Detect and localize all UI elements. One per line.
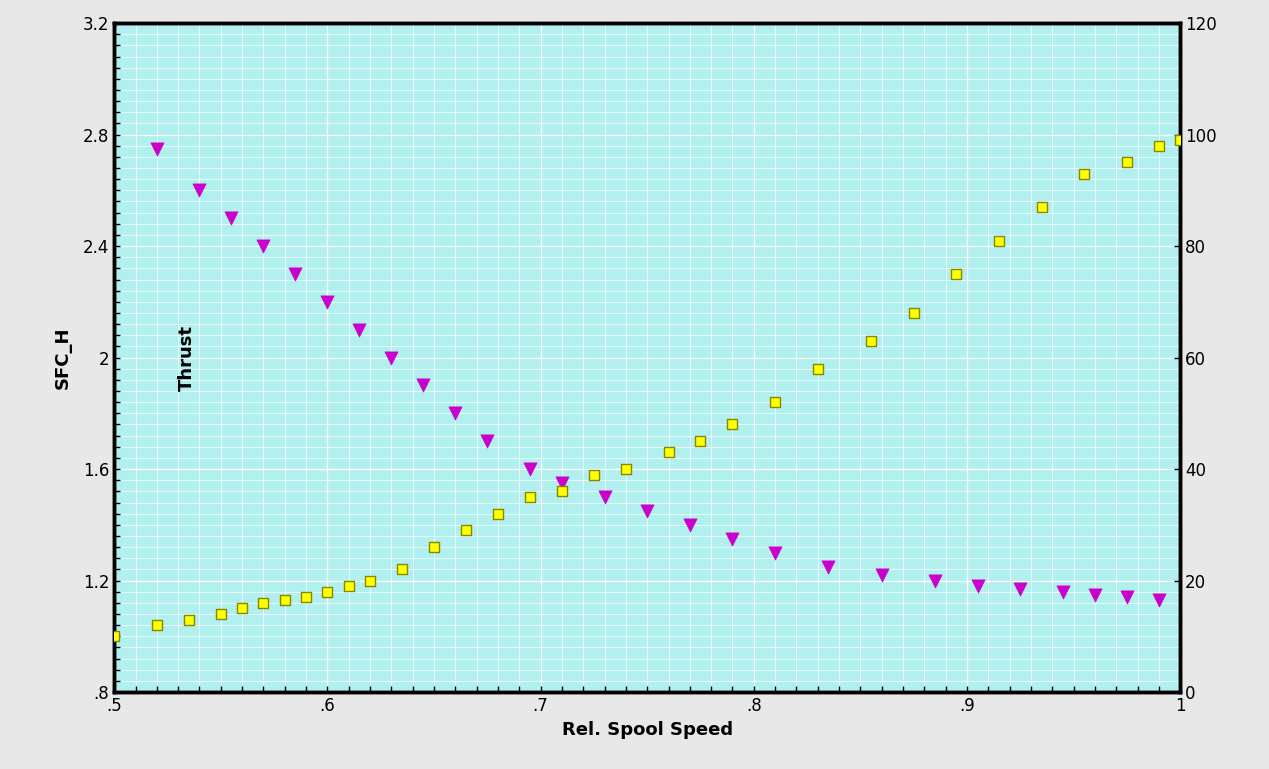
X-axis label: Rel. Spool Speed: Rel. Spool Speed: [562, 721, 732, 738]
Point: [317, 295, 338, 308]
Point: [381, 351, 401, 364]
Point: [1032, 201, 1052, 213]
Point: [615, 463, 636, 475]
Point: [947, 268, 967, 280]
Point: [872, 569, 892, 581]
Point: [722, 533, 742, 545]
Point: [317, 586, 338, 598]
Point: [147, 619, 168, 631]
Point: [221, 212, 241, 225]
Point: [584, 468, 604, 481]
Point: [680, 519, 700, 531]
Point: [819, 561, 839, 573]
Point: [211, 608, 231, 620]
Point: [989, 235, 1009, 247]
Point: [765, 547, 786, 559]
Point: [254, 597, 274, 609]
Point: [189, 184, 209, 196]
Point: [552, 477, 572, 489]
Point: [339, 580, 359, 592]
Point: [1053, 586, 1074, 598]
Point: [477, 435, 497, 448]
Point: [1117, 591, 1137, 604]
Point: [967, 580, 987, 592]
Point: [104, 17, 124, 29]
Point: [360, 574, 381, 587]
Point: [520, 463, 541, 475]
Point: [392, 563, 412, 575]
Point: [520, 491, 541, 503]
Point: [1085, 588, 1105, 601]
Point: [1074, 168, 1094, 180]
Point: [552, 485, 572, 498]
Text: Thrust: Thrust: [178, 325, 195, 391]
Point: [925, 574, 945, 587]
Point: [487, 508, 508, 520]
Point: [232, 602, 253, 614]
Point: [690, 435, 711, 448]
Point: [765, 396, 786, 408]
Point: [179, 614, 199, 626]
Point: [1148, 594, 1169, 606]
Point: [1117, 156, 1137, 168]
Point: [296, 591, 316, 604]
Point: [274, 594, 294, 606]
Point: [1148, 140, 1169, 152]
Point: [414, 379, 434, 391]
Point: [104, 631, 124, 643]
Point: [860, 335, 881, 347]
Point: [147, 142, 168, 155]
Point: [445, 408, 466, 420]
Point: [1010, 583, 1030, 595]
Point: [286, 268, 306, 280]
Point: [1170, 134, 1190, 146]
Point: [722, 418, 742, 431]
Point: [424, 541, 444, 554]
Point: [349, 324, 369, 336]
Point: [659, 446, 679, 458]
Y-axis label: SFC_H: SFC_H: [53, 326, 72, 389]
Point: [904, 307, 924, 319]
Point: [637, 504, 657, 517]
Point: [807, 363, 827, 375]
Point: [594, 491, 614, 503]
Point: [456, 524, 476, 537]
Point: [254, 240, 274, 252]
